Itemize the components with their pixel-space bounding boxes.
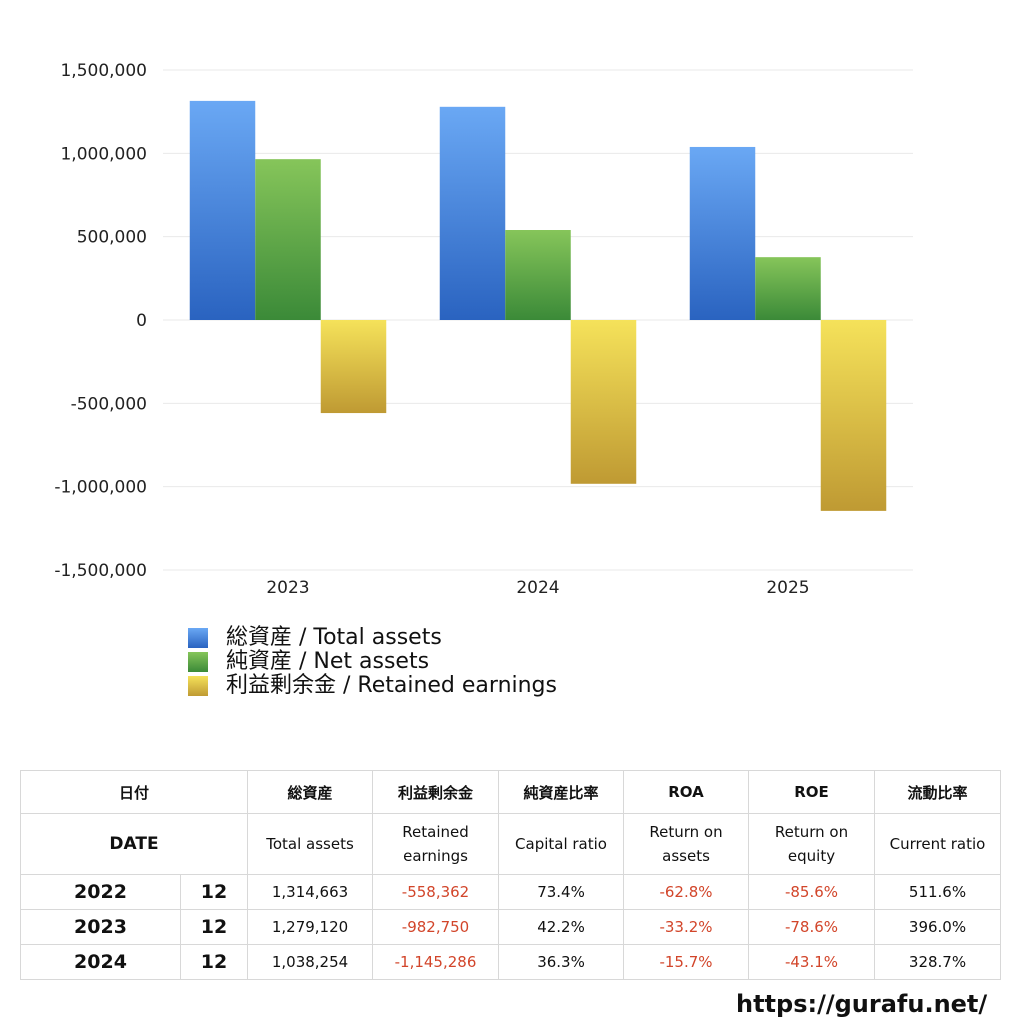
row-month: 12 — [179, 909, 249, 945]
bar-series-2-2025 — [820, 320, 887, 511]
header-retained-en: Retained earnings — [372, 813, 500, 875]
row-year: 2022 — [20, 874, 181, 910]
row-month: 12 — [179, 944, 249, 980]
header-date-jp: 日付 — [19, 770, 249, 814]
bar-series-0-2024 — [439, 106, 506, 321]
header-roa: ROA — [623, 770, 750, 814]
header-roe-en-line2: equity — [787, 847, 836, 865]
row-roe: -43.1% — [748, 944, 876, 980]
bar-series-1-2023 — [255, 159, 321, 320]
header-roa-en-line1: Return on — [649, 823, 723, 841]
table-row: 2024 12 1,038,254 -1,145,286 36.3% -15.7… — [20, 944, 1002, 980]
table-row: 2022 12 1,314,663 -558,362 73.4% -62.8% … — [20, 874, 1002, 910]
bar-series-0-2023 — [189, 100, 256, 321]
row-capital-ratio: 36.3% — [498, 944, 625, 980]
legend-item-retained-earnings: 利益剰余金 / Retained earnings — [188, 674, 557, 698]
legend-swatch-net-assets — [188, 652, 208, 672]
y-tick-label: -500,000 — [71, 394, 147, 414]
row-retained: -982,750 — [372, 909, 500, 945]
legend-item-total-assets: 総資産 / Total assets — [188, 626, 557, 650]
row-roe: -78.6% — [748, 909, 876, 945]
y-tick-label: 1,500,000 — [60, 61, 147, 81]
y-tick-label: -1,000,000 — [54, 478, 147, 498]
row-total-assets: 1,038,254 — [247, 944, 374, 980]
y-tick-label: -1,500,000 — [54, 561, 147, 581]
header-roa-en: Return on assets — [623, 813, 750, 875]
bar-series-1-2025 — [755, 257, 821, 320]
header-total-assets-en: Total assets — [247, 813, 374, 875]
row-current-ratio: 328.7% — [874, 944, 1002, 980]
header-current-ratio-jp: 流動比率 — [874, 770, 1002, 814]
row-year: 2024 — [20, 944, 181, 980]
legend-swatch-retained-earnings — [188, 676, 208, 696]
bar-series-1-2024 — [505, 230, 571, 320]
header-capital-ratio-en: Capital ratio — [498, 813, 625, 875]
header-total-assets-jp: 総資産 — [247, 770, 374, 814]
legend-label-retained-earnings: 利益剰余金 / Retained earnings — [226, 673, 557, 698]
legend-label-net-assets: 純資産 / Net assets — [226, 649, 430, 674]
x-tick-label: 2025 — [766, 578, 809, 598]
legend-label-total-assets: 総資産 / Total assets — [226, 625, 442, 650]
bar-chart: 1,500,000 1,000,000 500,000 0 -500,000 -1,000… — [54, 61, 913, 598]
y-tick-label: 500,000 — [77, 228, 147, 248]
header-roe: ROE — [748, 770, 876, 814]
y-axis-ticks: 1,500,000 1,000,000 500,000 0 -500,000 -1,000… — [54, 61, 147, 581]
row-total-assets: 1,314,663 — [247, 874, 374, 910]
row-total-assets: 1,279,120 — [247, 909, 374, 945]
row-capital-ratio: 42.2% — [498, 909, 625, 945]
financial-table: 日付 総資産 利益剰余金 純資産比率 ROA ROE 流動比率 DATE Tot… — [19, 770, 1002, 980]
table-header-jp: 日付 総資産 利益剰余金 純資産比率 ROA ROE 流動比率 — [19, 770, 1002, 814]
chart-legend: 総資産 / Total assets 純資産 / Net assets 利益剰余… — [188, 626, 557, 698]
header-roa-en-line2: assets — [662, 847, 710, 865]
row-retained: -558,362 — [372, 874, 500, 910]
bar-series-2-2023 — [320, 320, 387, 414]
bar-series-0-2025 — [689, 146, 756, 320]
row-roa: -62.8% — [623, 874, 750, 910]
header-capital-ratio-jp: 純資産比率 — [498, 770, 625, 814]
header-roe-en-line1: Return on — [774, 823, 849, 841]
table-header-en: DATE Total assets Retained earnings Capi… — [19, 813, 1002, 875]
x-axis-ticks: 2023 2024 2025 — [266, 578, 809, 598]
header-retained-jp: 利益剰余金 — [372, 770, 500, 814]
row-retained: -1,145,286 — [372, 944, 500, 980]
table-row: 2023 12 1,279,120 -982,750 42.2% -33.2% … — [20, 909, 1002, 945]
x-tick-label: 2024 — [516, 578, 559, 598]
row-capital-ratio: 73.4% — [498, 874, 625, 910]
x-tick-label: 2023 — [266, 578, 309, 598]
row-roe: -85.6% — [748, 874, 876, 910]
y-tick-label: 0 — [136, 311, 147, 331]
legend-swatch-total-assets — [188, 628, 208, 648]
row-roa: -15.7% — [623, 944, 750, 980]
row-roa: -33.2% — [623, 909, 750, 945]
header-current-ratio-en: Current ratio — [874, 813, 1002, 875]
row-current-ratio: 511.6% — [874, 874, 1002, 910]
bars — [189, 100, 887, 511]
header-retained-en-line2: earnings — [403, 847, 468, 865]
header-roe-en: Return on equity — [748, 813, 876, 875]
header-retained-en-line1: Retained — [402, 823, 469, 841]
row-year: 2023 — [20, 909, 181, 945]
row-current-ratio: 396.0% — [874, 909, 1002, 945]
site-url: https://gurafu.net/ — [736, 990, 988, 1018]
bar-series-2-2024 — [570, 320, 637, 484]
y-tick-label: 1,000,000 — [60, 144, 147, 164]
row-month: 12 — [179, 874, 249, 910]
legend-item-net-assets: 純資産 / Net assets — [188, 650, 557, 674]
header-date-en: DATE — [19, 813, 249, 875]
